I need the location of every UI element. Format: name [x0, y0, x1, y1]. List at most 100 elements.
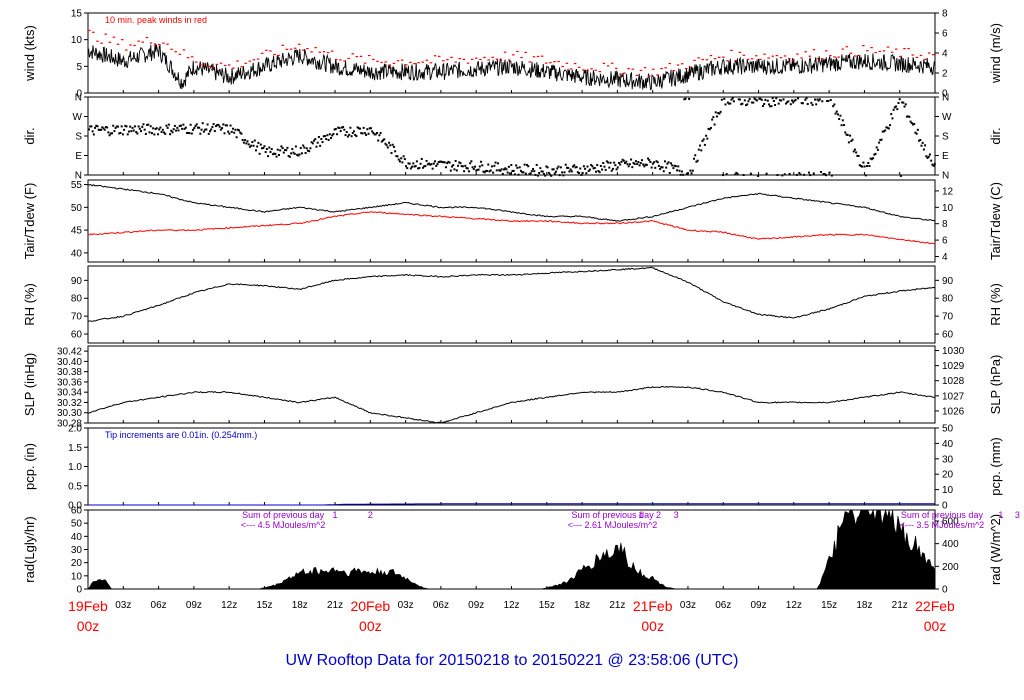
dir-point [273, 152, 276, 155]
dir-point [325, 138, 328, 141]
dir-point [895, 105, 898, 108]
y-axis-title-left: wind (kts) [22, 25, 37, 82]
rad-sum-value: <--- 4.5 MJoules/m^2 [241, 520, 326, 530]
dir-point [532, 168, 535, 171]
left-tick-label: 5 [76, 62, 82, 73]
dir-point [239, 131, 242, 134]
dir-point [344, 134, 347, 137]
dir-point [218, 125, 221, 128]
dir-point [512, 169, 515, 172]
dir-point [113, 130, 116, 133]
dir-point [405, 165, 408, 168]
dir-point [436, 163, 439, 166]
rad-sum-value: <--- 2.61 MJoules/m^2 [568, 520, 658, 530]
dir-point [490, 165, 493, 168]
dir-point [248, 145, 251, 148]
dir-point [651, 162, 654, 165]
dir-point [720, 98, 723, 101]
dir-point [655, 160, 658, 163]
dir-point [667, 161, 670, 164]
dir-point [431, 167, 434, 170]
dir-point [849, 134, 852, 137]
dir-point [840, 124, 843, 127]
dir-point [715, 115, 718, 118]
dir-point [647, 157, 650, 160]
dir-point [818, 98, 821, 101]
dir-point [898, 98, 901, 101]
right-tick-label: 4 [942, 49, 948, 60]
dir-point [926, 156, 929, 159]
dir-point [159, 126, 162, 129]
dir-point [486, 169, 489, 172]
dir-point [256, 145, 259, 148]
dir-point [829, 99, 832, 102]
dir-point [311, 142, 314, 145]
dir-point [775, 97, 778, 100]
dir-point [684, 97, 687, 100]
left-tick-label: 50 [71, 519, 83, 530]
dir-point [513, 173, 516, 176]
x-axis-group: 03z 06z 09z 12z 15z 18z 21z 03z 06z 09z 12z 15z 18z 2… [68, 598, 955, 634]
rad-marker-label: 1 [638, 510, 643, 520]
x-hour-tick-label: 15z [539, 600, 555, 611]
dir-point [395, 155, 398, 158]
dir-point [516, 166, 519, 169]
dir-point [435, 164, 438, 167]
dir-point [219, 128, 222, 131]
dir-point [348, 133, 351, 136]
dir-point [745, 104, 748, 107]
dir-point [188, 132, 191, 135]
x-hour-tick-label: 03z [115, 600, 131, 611]
dir-point [333, 128, 336, 131]
dir-point [284, 148, 287, 151]
dir-point [891, 117, 894, 120]
dir-point [357, 127, 360, 130]
dir-point [205, 128, 208, 131]
dir-point [777, 102, 780, 105]
temp-series-1 [87, 211, 935, 245]
x-hour-tick-label: 12z [503, 600, 519, 611]
dir-point [517, 173, 520, 176]
y-axis-title-right: rad (W/m^2) [988, 514, 1003, 585]
dir-point [893, 106, 896, 109]
dir-point [889, 124, 892, 127]
dir-point [373, 133, 376, 136]
left-tick-label: 0 [76, 89, 82, 100]
dir-point [834, 112, 837, 115]
dir-point [638, 164, 641, 167]
dir-point [688, 97, 691, 100]
dir-point [909, 120, 912, 123]
dir-point [610, 169, 613, 172]
dir-point [323, 135, 326, 138]
dir-point [882, 130, 885, 133]
dir-point [565, 166, 568, 169]
right-tick-label: 10 [942, 485, 954, 496]
dir-point [568, 170, 571, 173]
dir-point [631, 166, 634, 169]
dir-point [838, 118, 841, 121]
dir-point [573, 164, 576, 167]
dir-point [290, 152, 293, 155]
x-day-date-label: 21Feb [633, 598, 673, 614]
dir-point [250, 144, 253, 147]
dir-point [633, 162, 636, 165]
dir-point [732, 100, 735, 103]
dir-point [276, 148, 279, 151]
dir-point [383, 138, 386, 141]
dir-point [683, 98, 686, 101]
dir-point [100, 128, 103, 131]
dir-point [252, 144, 255, 147]
rad-sum-label: Sum of previous day [242, 510, 325, 520]
dir-point [931, 163, 934, 166]
dir-point [400, 157, 403, 160]
dir-point [682, 173, 685, 176]
dir-point [924, 144, 927, 147]
dir-point [857, 154, 860, 157]
left-tick-label: N [75, 93, 82, 104]
dir-point [150, 132, 153, 135]
dir-point [523, 163, 526, 166]
wind-series-0 [87, 42, 935, 91]
dir-point [741, 102, 744, 105]
dir-point [384, 142, 387, 145]
dir-point [890, 113, 893, 116]
